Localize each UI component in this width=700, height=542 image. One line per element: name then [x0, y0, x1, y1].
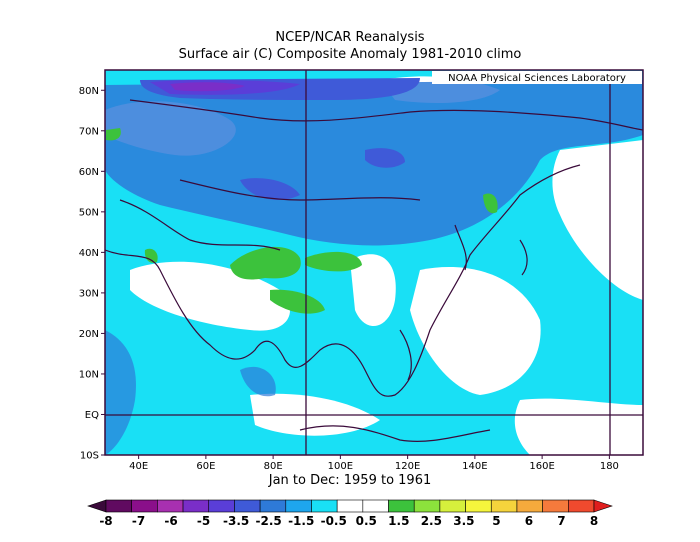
title-line2: Surface air (C) Composite Anomaly 1981-2… [178, 47, 522, 62]
lat-axis: 80N 70N 60N 50N 40N 30N 20N 10N EQ 10S [79, 86, 105, 462]
colorbar-swatch [259, 499, 287, 513]
colorbar-label: 0.5 [356, 514, 377, 528]
colorbar: -8 -7 -6 -5 -3.5 -2.5 -1.5 -0.5 0.5 1.5 2.5 3.5 5 6 7 8 [87, 499, 613, 528]
colorbar-high-arrow [593, 499, 613, 513]
colorbar-label: -3.5 [223, 514, 249, 528]
colorbar-low-arrow [87, 499, 107, 513]
lon-tick-label: 80E [264, 461, 283, 472]
lon-tick-label: 60E [196, 461, 215, 472]
colorbar-swatch [465, 499, 492, 513]
lon-tick-label: 100E [328, 461, 353, 472]
colorbar-swatch [413, 499, 441, 513]
lat-tick-label: 20N [79, 329, 99, 340]
reference-lines [105, 70, 643, 455]
colorbar-label: -5 [197, 514, 210, 528]
colorbar-label: 2.5 [421, 514, 442, 528]
time-period-label: Jan to Dec: 1959 to 1961 [268, 473, 432, 488]
colorbar-swatch [439, 499, 466, 513]
colorbar-label: 1.5 [388, 514, 409, 528]
lat-tick-label: 70N [79, 126, 99, 137]
title-line1: NCEP/NCAR Reanalysis [275, 30, 425, 45]
colorbar-swatch [234, 499, 261, 513]
lon-axis: 40E 60E 80E 100E 120E 140E 160E 180 [129, 455, 619, 472]
colorbar-swatch [362, 499, 389, 513]
lat-tick-label: 10N [79, 369, 99, 380]
colorbar-swatch [285, 499, 312, 513]
lat-tick-label: 40N [79, 248, 99, 259]
lat-tick-label: 50N [79, 207, 99, 218]
colorbar-swatch [105, 499, 132, 513]
credit-box [432, 71, 642, 84]
lon-tick-label: 120E [395, 461, 420, 472]
coastlines [105, 99, 643, 442]
colorbar-swatch [568, 499, 595, 513]
lon-tick-label: 140E [462, 461, 487, 472]
colorbar-label: -7 [132, 514, 145, 528]
colorbar-label: 3.5 [453, 514, 474, 528]
credit-label: NOAA Physical Sciences Laboratory [448, 73, 626, 84]
colorbar-swatch [157, 499, 184, 513]
colorbar-label: 8 [590, 514, 598, 528]
lat-tick-label: 30N [79, 288, 99, 299]
lat-tick-label: 60N [79, 167, 99, 178]
colorbar-label: -8 [99, 514, 112, 528]
colorbar-label: 7 [557, 514, 565, 528]
colorbar-swatch [208, 499, 235, 513]
colorbar-swatch [388, 499, 415, 513]
lat-tick-label: 10S [80, 451, 99, 462]
colorbar-label: 5 [492, 514, 500, 528]
colorbar-swatch [490, 499, 518, 513]
colorbar-swatch [311, 499, 338, 513]
colorbar-swatch [516, 499, 543, 513]
colorbar-swatch [131, 499, 158, 513]
plot-frame [104, 69, 644, 456]
colorbar-label: -2.5 [256, 514, 282, 528]
anomaly-field [105, 70, 643, 455]
colorbar-label: -1.5 [288, 514, 314, 528]
lon-tick-label: 180 [600, 461, 619, 472]
colorbar-label: 6 [525, 514, 533, 528]
lon-tick-label: 40E [129, 461, 148, 472]
colorbar-swatch [542, 499, 569, 513]
colorbar-label: -6 [164, 514, 177, 528]
colorbar-swatch [182, 499, 210, 513]
lat-tick-label: 80N [79, 86, 99, 97]
colorbar-label: -0.5 [321, 514, 347, 528]
colorbar-swatch [336, 499, 364, 513]
lat-tick-label: EQ [85, 410, 99, 421]
lon-tick-label: 160E [529, 461, 554, 472]
